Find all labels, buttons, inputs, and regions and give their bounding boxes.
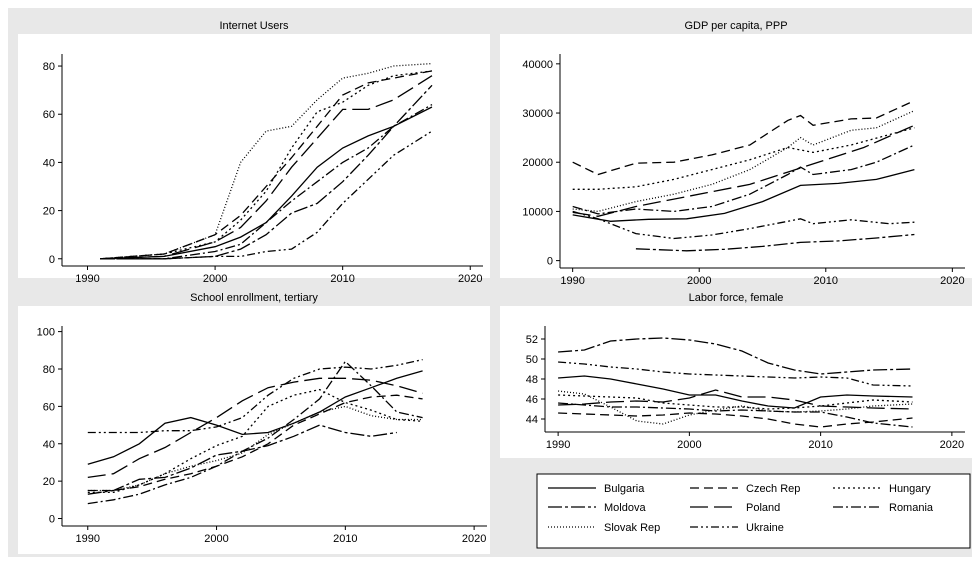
series-line-czech-rep xyxy=(558,412,913,428)
series-line-bulgaria xyxy=(87,370,423,465)
y-tick-label: 50 xyxy=(526,354,538,366)
x-tick-label: 2020 xyxy=(940,275,964,287)
y-tick-label: 80 xyxy=(43,61,55,73)
panel-background xyxy=(500,34,972,278)
series-line-bulgaria xyxy=(558,375,913,409)
series-line-poland xyxy=(87,377,423,479)
x-tick-label: 2000 xyxy=(677,439,701,451)
x-tick-label: 1990 xyxy=(75,273,99,285)
x-tick-label: 2020 xyxy=(940,439,964,451)
series-line-ukraine xyxy=(572,210,915,240)
x-tick-label: 1990 xyxy=(560,275,584,287)
x-tick-label: 2020 xyxy=(458,273,482,285)
series-line-hungary xyxy=(87,388,423,494)
legend-label-ukraine: Ukraine xyxy=(746,522,784,534)
x-tick-label: 2000 xyxy=(204,533,228,545)
series-line-poland xyxy=(572,124,915,217)
series-line-ukraine xyxy=(100,130,433,260)
x-tick-label: 2010 xyxy=(808,439,832,451)
y-tick-label: 20 xyxy=(43,476,55,488)
legend-label-romania: Romania xyxy=(889,502,934,514)
x-tick-label: 2010 xyxy=(333,533,357,545)
series-line-moldova xyxy=(635,233,915,252)
y-tick-label: 40 xyxy=(43,439,55,451)
series-line-romania xyxy=(87,360,423,505)
y-tick-label: 60 xyxy=(43,109,55,121)
series-line-romania xyxy=(572,144,915,215)
series-line-hungary xyxy=(572,127,915,190)
series-line-slovak-rep xyxy=(87,405,423,492)
series-line-czech-rep xyxy=(100,70,433,260)
series-line-slovak-rep xyxy=(100,62,433,260)
x-tick-label: 1990 xyxy=(76,533,100,545)
panel-title: Internet Users xyxy=(219,20,289,32)
x-tick-label: 2010 xyxy=(814,275,838,287)
series-line-moldova xyxy=(558,337,913,375)
series-line-bulgaria xyxy=(100,106,433,260)
y-tick-label: 60 xyxy=(43,401,55,413)
y-tick-label: 40000 xyxy=(522,59,553,71)
panel-title: School enrollment, tertiary xyxy=(190,292,318,304)
legend-label-bulgaria: Bulgaria xyxy=(604,483,645,495)
series-line-hungary xyxy=(558,394,913,410)
y-tick-label: 20000 xyxy=(522,157,553,169)
y-tick-label: 44 xyxy=(526,414,538,426)
series-line-czech-rep xyxy=(87,394,423,492)
panel-gdp-per-capita-ppp: GDP per capita, PPP 0 10000 20000 30000 40000… xyxy=(500,20,972,287)
x-tick-label: 2020 xyxy=(462,533,486,545)
y-tick-label: 0 xyxy=(49,514,55,526)
panel-labor-force-female: Labor force, female 44 46 48 50 52 1990 2000 201… xyxy=(500,292,972,458)
y-tick-label: 20 xyxy=(43,206,55,218)
panel-background xyxy=(18,306,490,554)
panel-background xyxy=(500,306,972,458)
series-line-poland xyxy=(100,75,433,260)
y-tick-label: 52 xyxy=(526,334,538,346)
y-tick-label: 0 xyxy=(547,256,553,268)
x-tick-label: 2000 xyxy=(687,275,711,287)
y-tick-label: 40 xyxy=(43,157,55,169)
series-line-czech-rep xyxy=(572,100,915,176)
series-line-slovak-rep xyxy=(558,390,913,425)
legend-label-moldova: Moldova xyxy=(604,502,646,514)
series-line-romania xyxy=(100,104,433,260)
legend-label-poland: Poland xyxy=(746,502,780,514)
series-line-bulgaria xyxy=(572,168,915,222)
y-tick-label: 10000 xyxy=(522,206,553,218)
y-tick-label: 100 xyxy=(37,327,55,339)
panel-internet-users: Internet Users 0 20 40 60 80 1990 2000 2010 2020 xyxy=(18,20,490,285)
x-tick-label: 1990 xyxy=(546,439,570,451)
legend: Bulgaria Czech Rep Hungary Moldova Poland Rom… xyxy=(536,473,971,549)
series-line-poland xyxy=(558,389,913,410)
series-line-ukraine xyxy=(558,361,913,387)
series-line-ukraine xyxy=(87,358,423,434)
x-tick-label: 2000 xyxy=(203,273,227,285)
legend-label-hungary: Hungary xyxy=(889,483,931,495)
y-tick-label: 30000 xyxy=(522,108,553,120)
x-tick-label: 2010 xyxy=(330,273,354,285)
y-tick-label: 0 xyxy=(49,254,55,266)
legend-label-czech-rep: Czech Rep xyxy=(746,483,800,495)
panel-school-enrollment-tertiary: School enrollment, tertiary 0 20 40 60 80 100 1… xyxy=(18,292,490,554)
y-tick-label: 46 xyxy=(526,394,538,406)
series-line-moldova xyxy=(100,84,433,260)
panel-title: Labor force, female xyxy=(689,292,784,304)
y-tick-label: 48 xyxy=(526,374,538,386)
panel-title: GDP per capita, PPP xyxy=(684,20,787,32)
legend-box xyxy=(536,473,971,549)
legend-label-slovak-rep: Slovak Rep xyxy=(604,522,660,534)
y-tick-label: 80 xyxy=(43,364,55,376)
series-line-romania xyxy=(558,402,913,428)
